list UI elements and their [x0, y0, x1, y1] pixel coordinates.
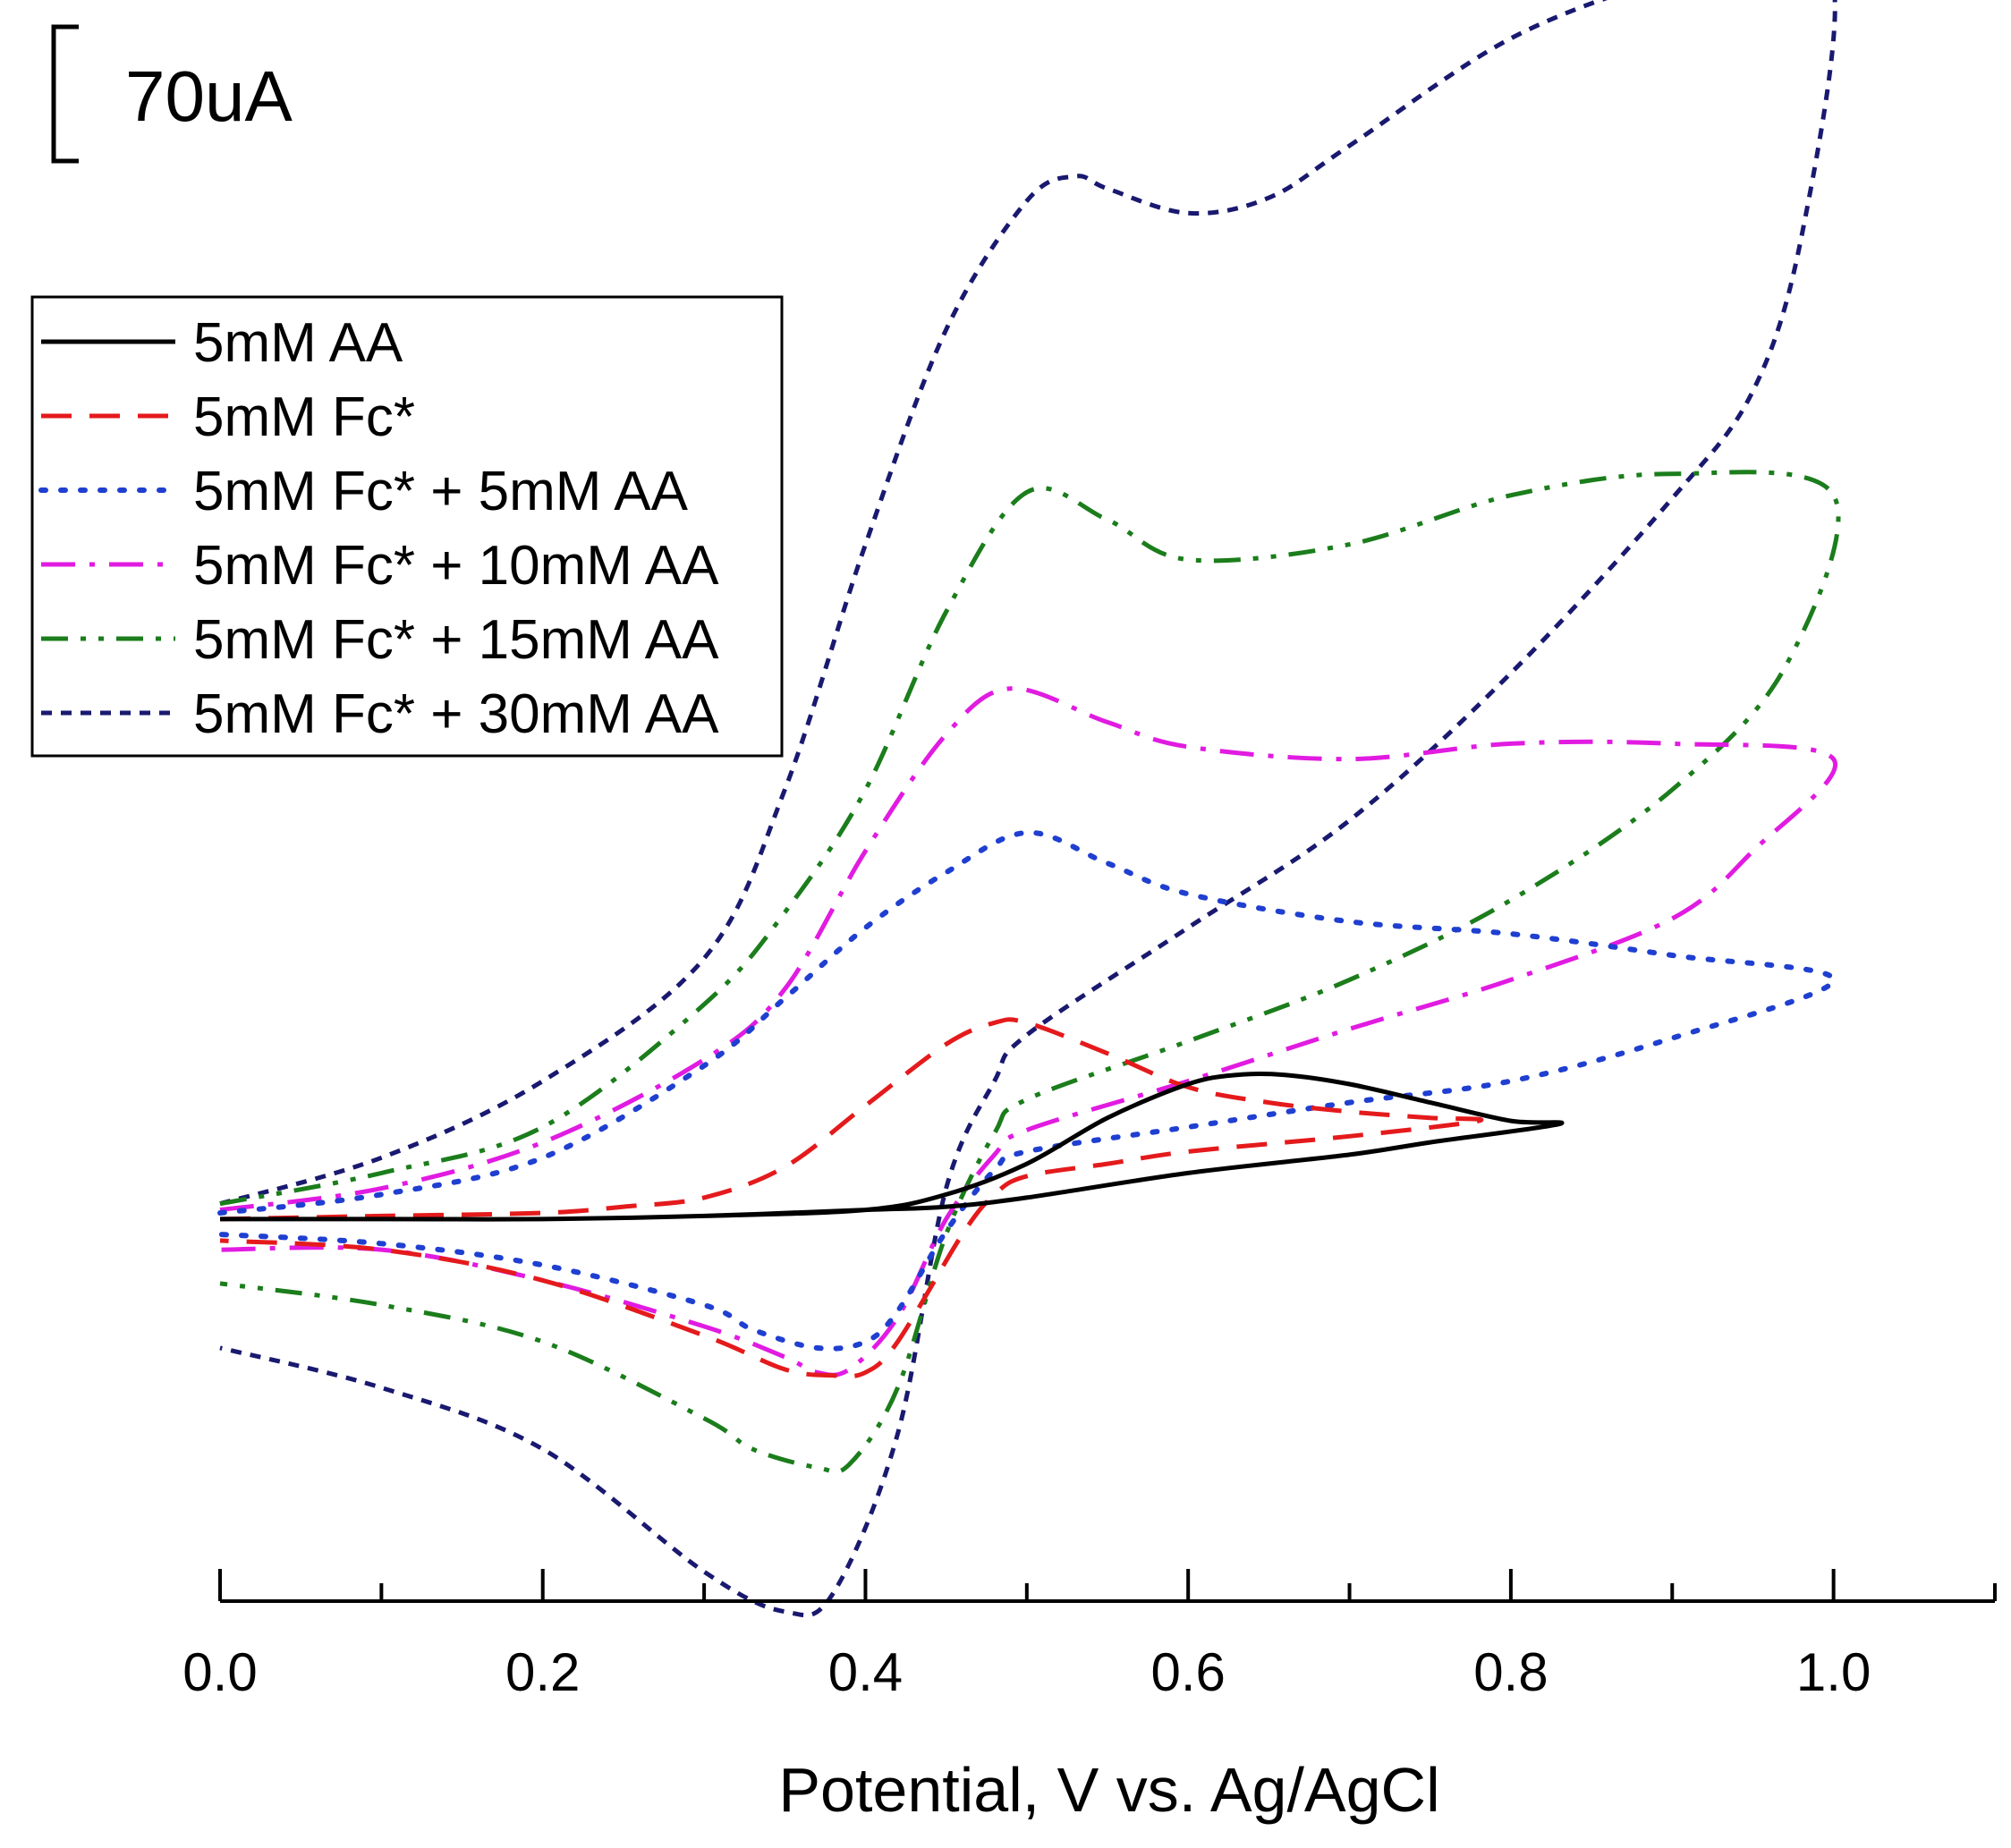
- series-curve-1: [219, 1017, 1484, 1379]
- x-axis: 0.0 0.2 0.4 0.6 0.8 1.0 Potential, V vs. Ag/A…: [182, 1569, 1997, 1825]
- legend-label-1: 5mM Fc*: [193, 386, 415, 448]
- series-curve-5: [219, 0, 1837, 1618]
- legend-label-4: 5mM Fc* + 15mM AA: [193, 609, 719, 671]
- x-tick-label-0: 0.0: [182, 1642, 257, 1702]
- scale-bar-bracket: [51, 24, 79, 164]
- legend-items: 5mM AA 5mM Fc* 5mM Fc* + 5mM AA 5mM Fc* + 1…: [38, 312, 719, 745]
- legend-label-0: 5mM AA: [193, 312, 403, 374]
- legend-label-3: 5mM Fc* + 10mM AA: [193, 535, 719, 597]
- series-curve-0: [220, 1071, 1565, 1222]
- scale-bar-label: 70uA: [125, 56, 293, 136]
- legend-label-2: 5mM Fc* + 5mM AA: [193, 461, 689, 522]
- x-axis-ticks: 0.0 0.2 0.4 0.6 0.8 1.0: [182, 1569, 1997, 1702]
- current-scale-bar: 70uA: [51, 24, 293, 164]
- legend-label-5: 5mM Fc* + 30mM AA: [193, 683, 719, 745]
- x-tick-label-3: 0.6: [1150, 1642, 1225, 1702]
- x-tick-label-2: 0.4: [828, 1642, 903, 1702]
- x-tick-label-4: 0.8: [1473, 1642, 1548, 1702]
- legend: 5mM AA 5mM Fc* 5mM Fc* + 5mM AA 5mM Fc* + 1…: [30, 295, 784, 758]
- x-tick-label-1: 0.2: [505, 1642, 580, 1702]
- series-layer: [217, 0, 1841, 1618]
- x-axis-title: Potential, V vs. Ag/AgCl: [778, 1755, 1439, 1825]
- series-curve-3: [219, 686, 1838, 1378]
- x-tick-label-5: 1.0: [1796, 1642, 1871, 1702]
- series-curve-2: [217, 829, 1837, 1352]
- legend-box: [30, 295, 784, 758]
